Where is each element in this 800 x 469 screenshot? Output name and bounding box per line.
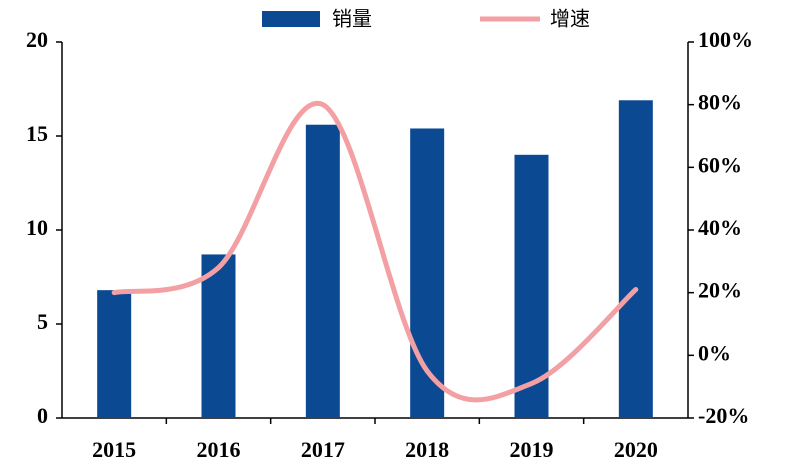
y-tick-label: 15 bbox=[26, 121, 48, 146]
bar bbox=[514, 154, 549, 419]
y-tick-label: 10 bbox=[26, 215, 48, 240]
bar bbox=[201, 254, 236, 418]
y2-tick-label: 40% bbox=[698, 215, 742, 240]
bar bbox=[97, 290, 132, 418]
x-tick-label: 2020 bbox=[614, 437, 658, 462]
y-tick-label: 20 bbox=[26, 27, 48, 52]
legend-label: 增速 bbox=[550, 7, 590, 31]
y2-tick-label: -20% bbox=[698, 403, 749, 428]
x-tick-label: 2017 bbox=[301, 437, 345, 462]
x-tick-label: 2016 bbox=[197, 437, 241, 462]
legend-label: 销量 bbox=[332, 7, 372, 31]
x-tick-label: 2019 bbox=[510, 437, 554, 462]
y-tick-label: 0 bbox=[37, 403, 48, 428]
y2-tick-label: 0% bbox=[698, 340, 731, 365]
bar bbox=[305, 124, 340, 418]
y2-tick-label: 60% bbox=[698, 152, 742, 177]
line bbox=[111, 100, 639, 403]
y2-tick-label: 20% bbox=[698, 278, 742, 303]
x-tick-label: 2018 bbox=[405, 437, 449, 462]
y2-tick-label: 80% bbox=[698, 90, 742, 115]
y2-tick-label: 100% bbox=[698, 27, 753, 52]
x-tick-label: 2015 bbox=[92, 437, 136, 462]
y-tick-label: 5 bbox=[37, 309, 48, 334]
legend-swatch bbox=[262, 11, 320, 27]
bar bbox=[618, 100, 653, 418]
